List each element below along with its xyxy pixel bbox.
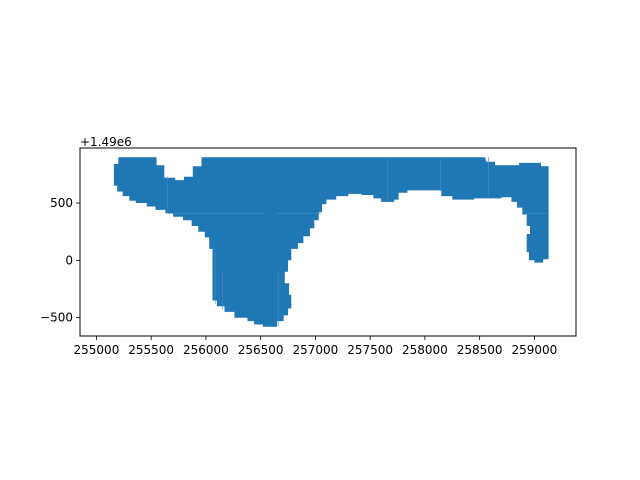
x-tick-label: 258500	[457, 343, 503, 357]
y-tick-label: −500	[40, 311, 73, 325]
x-tick-label: 257000	[293, 343, 339, 357]
x-tick-label: 255500	[128, 343, 174, 357]
x-tick-label: 255000	[74, 343, 120, 357]
x-tick-label: 256000	[183, 343, 229, 357]
y-tick-label: 500	[50, 196, 73, 210]
y-tick-label: 0	[65, 253, 73, 267]
x-tick-label: 259000	[511, 343, 557, 357]
x-tick-label: 256500	[238, 343, 284, 357]
x-tick-label: 258000	[402, 343, 448, 357]
y-offset-label: +1.49e6	[80, 135, 132, 149]
x-tick-label: 257500	[347, 343, 393, 357]
